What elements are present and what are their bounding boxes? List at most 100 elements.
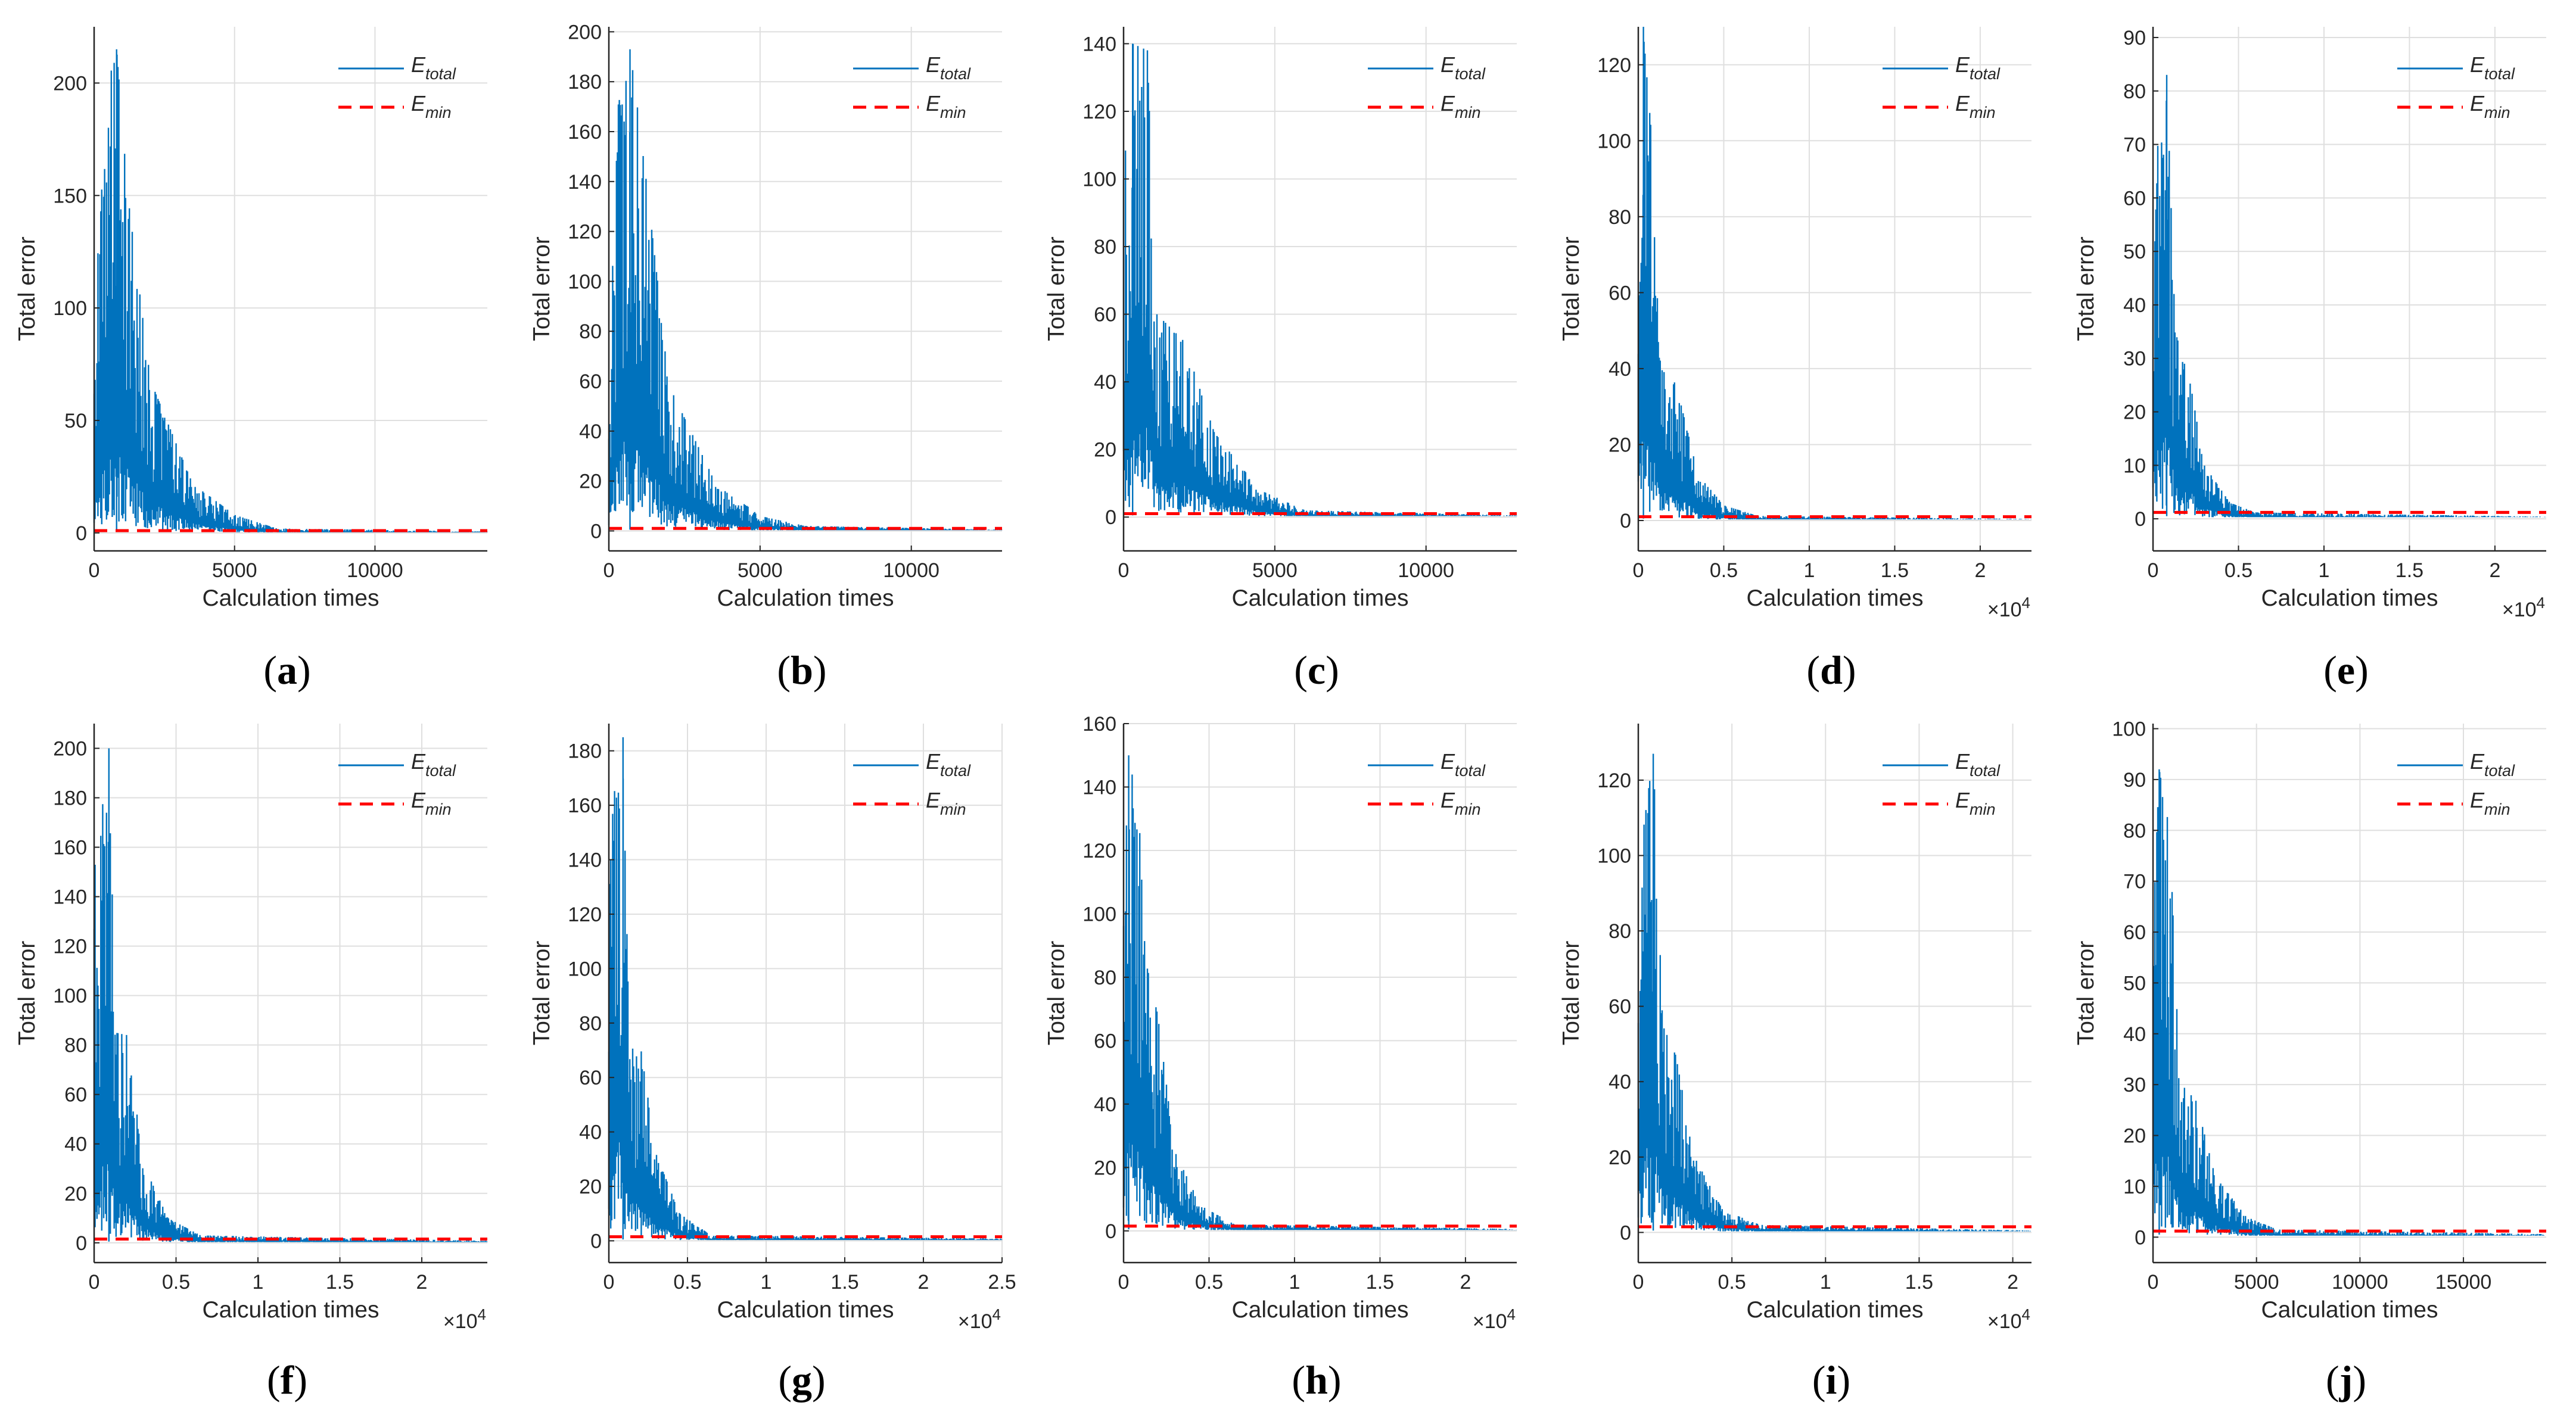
y-axis-label: Total error [529,236,555,341]
y-tick-label: 40 [2123,1023,2146,1046]
chart-panel-j: 0 5000 10000 15000 0 10 20 30 40 50 60 70 80 90 100 Cal… [2073,718,2546,1403]
y-axis-label: Total error [1044,236,1069,341]
y-tick-label: 60 [2123,187,2146,210]
y-tick-label: 60 [1094,304,1116,326]
y-tick-label: 0 [2135,508,2146,531]
y-tick-label: 80 [1609,920,1631,943]
x-tick-label: 10000 [883,559,939,582]
y-tick-label: 40 [1609,358,1631,381]
chart-panel-a: 0 5000 10000 0 50 100 150 200 Calculation times T… [14,27,488,693]
chart-panel-g: 0 0.5 1 1.5 2 2.5 0 20 40 60 80 100 120 140 160 180 Calc… [529,724,1016,1403]
y-tick-label: 20 [2123,1125,2146,1148]
x-tick-label: 2 [2007,1271,2018,1294]
y-tick-label: 0 [2135,1226,2146,1249]
x-axis-exponent: ×104 [958,1305,1001,1333]
x-tick-label: 1.5 [1905,1271,1933,1294]
y-tick-label: 0 [1620,1221,1631,1244]
y-tick-label: 0 [76,1232,87,1255]
y-tick-label: 60 [579,370,602,393]
y-tick-label: 0 [590,520,602,543]
x-tick-label: 1 [761,1271,772,1294]
panel-label: (c) [1294,647,1339,693]
y-tick-label: 100 [1082,168,1116,191]
y-tick-label: 40 [579,420,602,443]
x-axis-exponent: ×104 [1987,1305,2030,1333]
x-tick-label: 1 [1803,559,1815,582]
chart-panel-h: 0 0.5 1 1.5 2020406080100120140160Calculatio… [1044,713,1517,1403]
y-tick-label: 80 [579,320,602,343]
y-tick-label: 40 [1094,371,1116,394]
y-tick-label: 20 [1094,1157,1116,1179]
y-tick-label: 0 [76,522,87,545]
x-tick-label: 2 [918,1271,929,1294]
y-tick-label: 50 [64,410,87,432]
y-tick-label: 30 [2123,1074,2146,1096]
legend-label-min: Emin [1955,91,1996,121]
plot-area [609,724,1002,1263]
x-tick-label: 0 [1633,1271,1644,1294]
y-tick-label: 80 [579,1012,602,1035]
legend-label-total: Etotal [2470,749,2515,780]
y-tick-label: 180 [568,740,602,763]
y-tick-label: 80 [2123,80,2146,103]
plot-area [2153,27,2546,551]
y-tick-label: 100 [1597,845,1631,868]
y-tick-label: 60 [579,1067,602,1089]
x-tick-label: 1 [253,1271,264,1294]
x-tick-label: 2 [416,1271,428,1294]
y-tick-label: 160 [53,837,87,859]
y-tick-label: 160 [568,121,602,144]
y-tick-label: 100 [568,270,602,293]
y-tick-label: 20 [579,1176,602,1198]
panel-label: (a) [263,647,310,693]
x-axis-label: Calculation times [717,1297,894,1323]
y-tick-label: 100 [53,985,87,1008]
y-tick-label: 140 [568,849,602,872]
y-tick-label: 40 [579,1121,602,1144]
x-axis-label: Calculation times [2261,1297,2438,1323]
x-tick-label: 0 [603,559,615,582]
legend-label-min: Emin [411,788,452,818]
plot-area [1638,724,2031,1263]
y-tick-label: 80 [64,1034,87,1057]
y-tick-label: 60 [64,1084,87,1107]
y-tick-label: 120 [1597,54,1631,77]
chart-panel-b: 0 5000 10000 0 20 40 60 80 100 120 140 160 180 200 Cal… [529,21,1003,693]
y-tick-label: 120 [53,936,87,958]
y-tick-label: 140 [1082,776,1116,799]
y-tick-label: 200 [53,72,87,95]
plot-area [2153,724,2546,1263]
x-axis-label: Calculation times [1747,1297,1924,1323]
panel-label: (e) [2323,647,2369,693]
y-tick-label: 160 [568,794,602,817]
y-tick-label: 60 [2123,921,2146,944]
x-tick-label: 0.5 [162,1271,190,1294]
y-axis-label: Total error [1558,236,1584,341]
y-tick-label: 140 [1082,33,1116,55]
legend-label-total: Etotal [926,749,971,780]
panel-label: (i) [1812,1357,1850,1403]
y-tick-label: 40 [64,1133,87,1156]
y-axis-label: Total error [14,236,40,341]
y-tick-label: 140 [568,171,602,194]
x-tick-label: 0 [603,1271,615,1294]
x-axis-exponent: ×104 [443,1305,486,1333]
x-tick-label: 0.5 [2225,559,2253,582]
legend-label-total: Etotal [1955,52,2001,83]
legend-label-min: Emin [1441,788,1481,818]
panel-label: (g) [778,1357,825,1403]
y-tick-label: 120 [1082,840,1116,862]
x-tick-label: 15000 [2435,1271,2492,1294]
y-tick-label: 180 [53,787,87,810]
y-tick-label: 20 [1094,439,1116,462]
x-tick-label: 0 [2148,559,2159,582]
x-tick-label: 1.5 [326,1271,354,1294]
y-tick-label: 140 [53,886,87,909]
x-tick-label: 0.5 [1195,1271,1223,1294]
y-tick-label: 120 [568,221,602,244]
x-tick-label: 0.5 [1710,559,1738,582]
legend-label-min: Emin [2470,91,2510,121]
legend-label-total: Etotal [926,52,971,83]
legend-label-min: Emin [411,91,452,121]
